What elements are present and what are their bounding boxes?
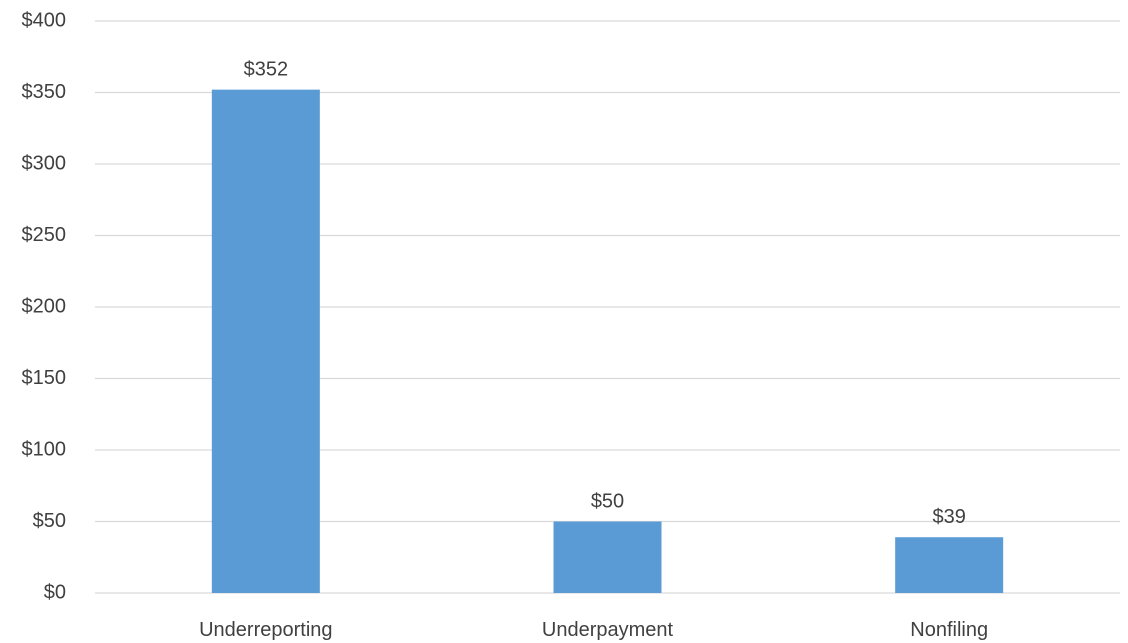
data-labels: $352 $50 $39 [244, 59, 966, 529]
y-tick-label: $250 [22, 224, 67, 246]
y-axis-tick-labels: $0 $50 $100 $150 $200 $250 $300 $350 $400 [22, 9, 67, 603]
y-tick-label: $100 [22, 438, 67, 460]
y-tick-label: $200 [22, 295, 67, 317]
y-tick-label: $150 [22, 367, 67, 389]
y-tick-label: $400 [22, 9, 67, 31]
bar-underpayment [553, 521, 662, 593]
y-tick-label: $300 [22, 152, 67, 174]
x-tick-label: Nonfiling [910, 619, 988, 641]
x-tick-label: Underpayment [542, 619, 674, 641]
y-tick-label: $0 [44, 581, 66, 603]
y-tick-label: $50 [33, 510, 66, 532]
bar-underreporting [211, 89, 320, 593]
bar-nonfiling [895, 537, 1004, 593]
bars [211, 89, 1004, 593]
x-axis-tick-labels: Underreporting Underpayment Nonfiling [199, 619, 988, 641]
data-label: $352 [244, 59, 289, 81]
data-label: $39 [932, 506, 965, 528]
y-tick-label: $350 [22, 81, 67, 103]
x-tick-label: Underreporting [199, 619, 332, 641]
data-label: $50 [591, 491, 624, 513]
